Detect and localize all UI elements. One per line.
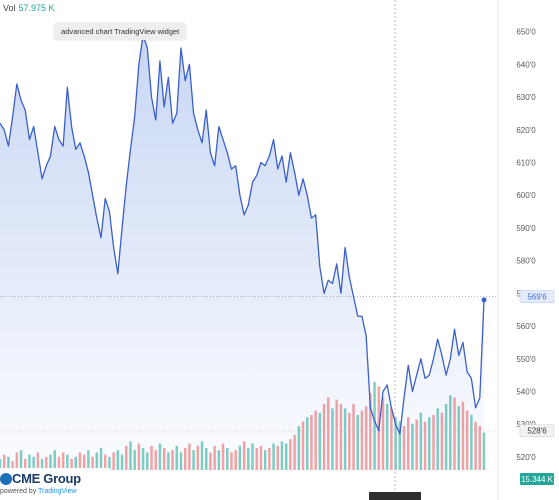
low-price-label-bg [519, 424, 555, 438]
brand-name: CME Group [12, 471, 81, 486]
y-tick-label: 600'0 [516, 191, 536, 200]
y-tick-label: 630'0 [516, 93, 536, 102]
y-tick-label: 550'0 [516, 355, 536, 364]
low-price-label: 528'6 [519, 424, 555, 438]
volume-legend: Vol 57.975 K [3, 2, 55, 14]
low-price-label-text: 528'6 [527, 427, 547, 436]
price-line [0, 34, 485, 435]
price-axis[interactable]: 520'0530'0540'0550'0560'0570'0580'0590'0… [497, 0, 536, 500]
widget-tooltip: advanced chart TradingView widget [54, 23, 187, 40]
y-tick-label: 520'0 [516, 453, 536, 462]
y-tick-label: 620'0 [516, 126, 536, 135]
volume-legend-label: Vol [3, 3, 16, 13]
volume-value-label: 15.344 K [520, 473, 554, 485]
y-tick-label: 650'0 [516, 28, 536, 37]
tradingview-link[interactable]: TradingView [38, 488, 77, 495]
powered-by[interactable]: powered by TradingView [0, 487, 77, 496]
crosshair-time-label [369, 492, 421, 500]
y-tick-label: 640'0 [516, 60, 536, 69]
y-tick-label: 560'0 [516, 322, 536, 331]
last-price-point [481, 297, 487, 303]
y-tick-label: 540'0 [516, 387, 536, 396]
price-series [0, 34, 487, 435]
cme-globe-icon [0, 473, 12, 485]
powered-by-prefix: powered by [0, 488, 37, 495]
y-tick-label: 590'0 [516, 224, 536, 233]
current-price-label-text: 569'6 [527, 293, 547, 302]
current-price-label-bg [519, 290, 555, 303]
volume-value-label-text: 15.344 K [521, 475, 554, 484]
price-markers: 569'6 528'6 15.344 K [369, 290, 555, 500]
y-tick-label: 610'0 [516, 158, 536, 167]
price-area [0, 34, 484, 471]
y-tick-label: 580'0 [516, 257, 536, 266]
price-area-fill [0, 34, 484, 471]
volume-legend-value: 57.975 K [18, 3, 55, 13]
volume-value-label-bg [520, 473, 554, 485]
brand-watermark[interactable]: CME Group powered by TradingView [0, 468, 110, 500]
current-price-label: 569'6 [519, 290, 555, 303]
